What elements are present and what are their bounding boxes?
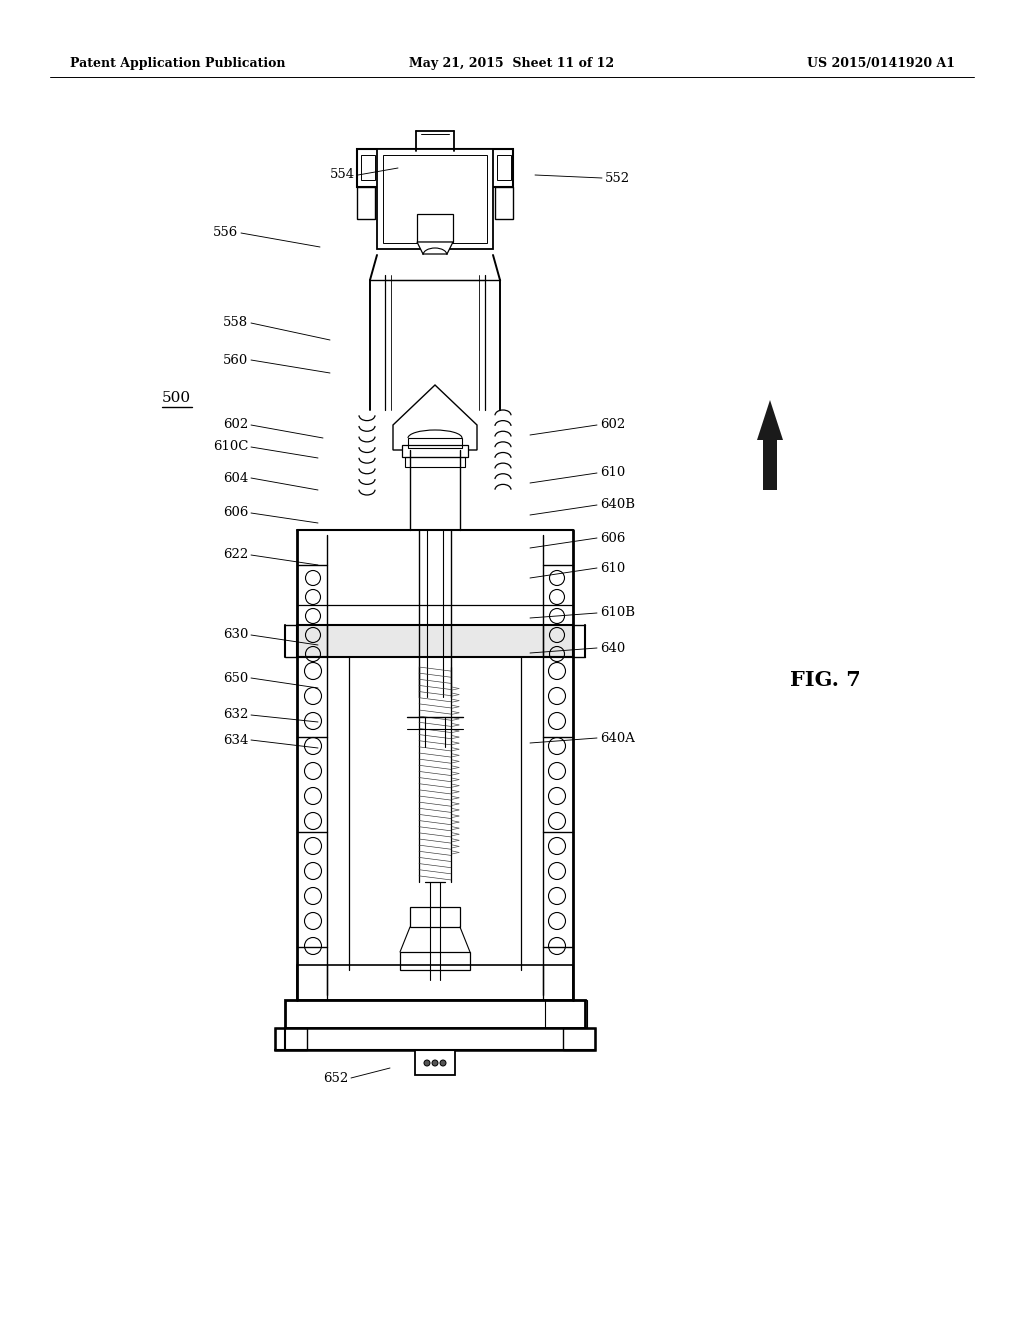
Text: 602: 602	[600, 418, 626, 432]
Bar	[297, 965, 573, 1001]
Text: FIG. 7: FIG. 7	[790, 671, 860, 690]
Bar	[361, 154, 375, 180]
Bar	[410, 907, 460, 927]
Text: 640: 640	[600, 642, 626, 655]
Text: 640A: 640A	[600, 731, 635, 744]
Text: 610B: 610B	[600, 606, 635, 619]
Circle shape	[440, 1060, 446, 1067]
Text: 610: 610	[600, 561, 626, 574]
Bar	[402, 445, 468, 457]
Text: 500: 500	[162, 391, 191, 405]
Bar	[495, 187, 513, 219]
Text: 630: 630	[222, 628, 248, 642]
Text: 622: 622	[223, 549, 248, 561]
Bar	[275, 1028, 595, 1049]
Text: Patent Application Publication: Patent Application Publication	[70, 57, 286, 70]
Text: 640B: 640B	[600, 499, 635, 511]
Text: May 21, 2015  Sheet 11 of 12: May 21, 2015 Sheet 11 of 12	[410, 57, 614, 70]
Polygon shape	[417, 242, 453, 253]
Text: 632: 632	[222, 709, 248, 722]
Bar	[763, 440, 777, 490]
Bar	[545, 1001, 587, 1028]
Text: 604: 604	[223, 471, 248, 484]
Bar	[285, 1001, 585, 1028]
Circle shape	[424, 1060, 430, 1067]
Bar	[417, 214, 453, 242]
Text: US 2015/0141920 A1: US 2015/0141920 A1	[807, 57, 955, 70]
Text: 560: 560	[223, 354, 248, 367]
Text: 650: 650	[223, 672, 248, 685]
Text: 606: 606	[222, 507, 248, 520]
Text: 606: 606	[600, 532, 626, 544]
Text: 556: 556	[213, 227, 238, 239]
Bar	[563, 1028, 595, 1049]
Bar	[415, 1049, 455, 1074]
Bar	[357, 187, 375, 219]
Bar	[497, 154, 511, 180]
Bar	[357, 149, 513, 187]
Text: 602: 602	[223, 418, 248, 432]
Bar	[275, 1028, 307, 1049]
Bar	[408, 438, 462, 447]
Text: 610: 610	[600, 466, 626, 479]
Text: 552: 552	[605, 172, 630, 185]
Text: 558: 558	[223, 317, 248, 330]
Text: 634: 634	[222, 734, 248, 747]
Text: 652: 652	[323, 1072, 348, 1085]
Text: 554: 554	[330, 169, 355, 181]
Polygon shape	[757, 400, 783, 440]
Bar	[383, 154, 487, 243]
Bar	[297, 624, 573, 657]
Circle shape	[432, 1060, 438, 1067]
Text: 610C: 610C	[213, 441, 248, 454]
Bar	[406, 457, 465, 467]
Bar	[377, 149, 493, 249]
Bar	[400, 952, 470, 970]
